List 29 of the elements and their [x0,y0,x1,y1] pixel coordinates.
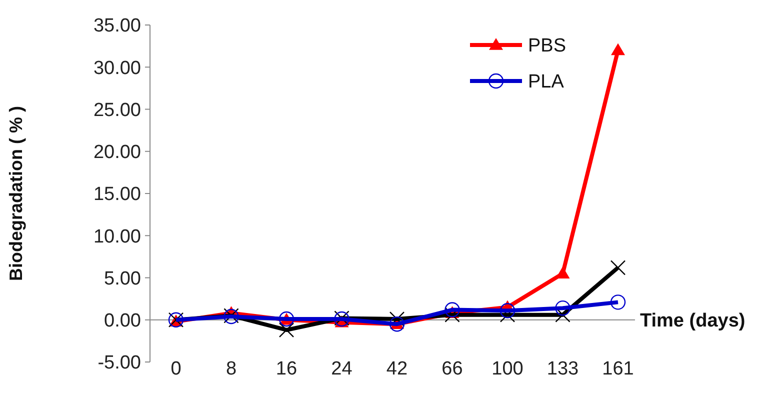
point [555,300,570,316]
x-tick-label: 100 [492,358,524,380]
x-tick-label: 161 [602,358,634,380]
point [278,322,294,338]
y-tick-label: 15.00 [93,184,141,206]
y-tick-label: 25.00 [93,100,141,121]
y-tick-label: 30.00 [93,58,141,79]
point [611,43,625,56]
point [610,294,626,310]
x-axis-title: Time (days) [640,310,746,332]
y-tick-label: 10.00 [93,226,141,248]
point [610,260,626,276]
legend-label: PLA [528,72,564,93]
x-tick-label: 8 [226,358,237,380]
legend-label: PBS [528,36,566,57]
x-tick-label: 66 [442,358,463,380]
x-tick-label: 133 [546,358,579,380]
y-tick-label: 35.00 [93,16,141,37]
x-tick-label: 42 [386,358,408,380]
x-tick-label: 0 [170,358,182,380]
x-tick-label: 16 [276,358,298,380]
y-tick-label: 5.00 [104,268,141,290]
y-tick-label: 20.00 [93,142,141,164]
y-tick-label: 0.00 [104,310,141,332]
point [389,316,405,332]
y-axis-title: Biodegradation ( % ) [6,106,26,281]
x-tick-label: 24 [331,358,353,380]
point [500,303,516,318]
y-tick-label: -5.00 [98,352,141,374]
